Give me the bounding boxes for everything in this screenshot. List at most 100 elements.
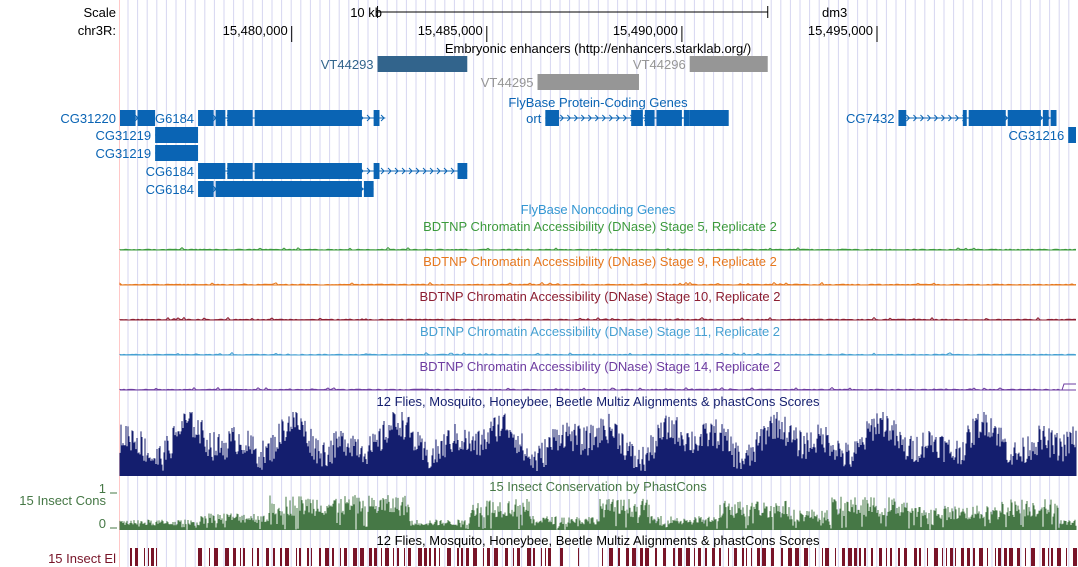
conserved-element — [340, 548, 341, 566]
gene-cg31216[interactable]: CG31216 — [1009, 127, 1076, 143]
conserved-element — [353, 548, 357, 566]
gene-exon — [198, 110, 214, 126]
conserved-element — [609, 548, 613, 566]
gene-exon — [1050, 110, 1057, 126]
conserved-element — [879, 548, 882, 566]
conserved-element — [473, 548, 477, 566]
strand-arrow — [443, 167, 448, 175]
multiz-wiggle[interactable] — [119, 412, 1077, 476]
conserved-element — [694, 548, 695, 566]
phastcons-wiggle[interactable] — [119, 495, 1077, 530]
conserved-element — [663, 548, 666, 566]
coding-gene-track[interactable]: FlyBase Protein-Coding Genes CG31220CG31… — [60, 95, 1076, 197]
gene-exon — [227, 110, 253, 126]
strand-arrow — [906, 114, 911, 122]
conserved-element — [369, 548, 372, 566]
strand-arrow — [387, 167, 392, 175]
gene-exon — [962, 110, 967, 126]
gene-exon — [631, 110, 643, 126]
gene-cg31219[interactable]: CG31219 — [95, 145, 199, 161]
conserved-elements[interactable] — [130, 548, 1077, 566]
elements-track-title: 12 Flies, Mosquito, Honeybee, Beetle Mul… — [377, 533, 820, 548]
conserved-element — [578, 548, 579, 566]
gene-models[interactable]: CG31220 CG31219 CG31219 CG6184 CG6184 CG6184 o… — [60, 110, 1076, 197]
gene-label: CG6184 — [146, 164, 194, 179]
dnase-title-stage11: BDTNP Chromatin Accessibility (DNase) St… — [420, 324, 780, 339]
conserved-element — [678, 548, 682, 566]
conserved-element — [961, 548, 964, 566]
conserved-element — [955, 548, 956, 566]
strand-arrow — [380, 114, 385, 122]
strand-arrow — [608, 114, 614, 122]
gene-cg6184[interactable]: CG6184 — [146, 163, 468, 179]
conserved-element — [156, 548, 157, 566]
enhancer-vt44293[interactable]: VT44293 — [321, 56, 468, 72]
conserved-element — [214, 548, 218, 566]
enhancer-vt44295[interactable]: VT44295 — [481, 74, 639, 90]
conserved-element — [602, 548, 603, 566]
conserved-element — [686, 548, 690, 566]
strand-arrow — [422, 167, 427, 175]
conserved-element — [815, 548, 816, 566]
gene-cg6184[interactable]: CG6184 — [146, 181, 374, 197]
strand-arrow — [573, 114, 579, 122]
conserved-element — [527, 548, 531, 566]
gene-exon — [363, 181, 374, 197]
conserved-element — [273, 548, 275, 566]
enhancer-track[interactable]: Embryonic enhancers (http://enhancers.st… — [321, 41, 768, 90]
conserved-element — [698, 548, 701, 566]
dnase-signal — [119, 383, 1076, 391]
gene-exon — [254, 163, 362, 179]
enhancer-items[interactable]: VT44293 VT44295 VT44296 — [321, 56, 768, 90]
conserved-element — [822, 548, 823, 566]
conserved-element — [942, 548, 943, 566]
enhancer-block — [689, 56, 768, 72]
conserved-element — [225, 548, 229, 566]
conserved-element — [307, 548, 309, 566]
strand-arrow — [615, 114, 621, 122]
conserved-element — [673, 548, 675, 566]
base-position-ruler[interactable]: Scale 10 kb dm3 chr3R: 15,480,000 15,485,… — [78, 5, 878, 42]
conserved-element — [494, 548, 498, 566]
gene-label: CG31216 — [1009, 128, 1065, 143]
strand-arrow — [394, 167, 399, 175]
conserved-element — [886, 548, 887, 566]
strand-arrow — [408, 167, 413, 175]
gene-label: CG6184 — [146, 182, 194, 197]
conserved-element — [1057, 548, 1061, 566]
strand-arrow — [436, 167, 441, 175]
conserved-element — [424, 548, 427, 566]
conserved-element — [998, 548, 1001, 566]
conserved-element — [734, 548, 737, 566]
conserved-element — [848, 548, 852, 566]
gene-exon — [656, 110, 682, 126]
gene-exon — [689, 110, 729, 126]
gene-exon — [644, 110, 655, 126]
conserved-element — [967, 548, 970, 566]
gene-cg6184[interactable]: CG6184 — [146, 110, 386, 126]
strand-arrow — [580, 114, 586, 122]
gene-exon — [373, 163, 380, 179]
conserved-element — [533, 548, 535, 566]
gene-cg31219[interactable]: CG31219 — [95, 127, 199, 143]
strand-arrow — [380, 167, 385, 175]
phastcons-side-label: 15 Insect Cons — [19, 493, 106, 508]
conserved-element — [871, 548, 873, 566]
gene-cg31220[interactable]: CG31220 — [60, 110, 156, 126]
ruler-tick-label: 15,495,000 — [808, 23, 873, 38]
enhancer-vt44296[interactable]: VT44296 — [633, 56, 768, 72]
conserved-element — [751, 548, 752, 566]
conserved-element — [618, 548, 620, 566]
conserved-element — [781, 548, 783, 566]
conserved-element — [130, 548, 132, 566]
conserved-element — [548, 548, 551, 566]
gene-label: ort — [526, 111, 542, 126]
gene-ort[interactable]: ort — [526, 110, 729, 126]
gene-exon — [545, 110, 559, 126]
dnase-tracks[interactable]: BDTNP Chromatin Accessibility (DNase) St… — [119, 219, 1077, 391]
gene-cg7432[interactable]: CG7432 — [846, 110, 1057, 126]
conserved-element — [979, 548, 983, 566]
conserved-element — [1042, 548, 1045, 566]
strand-arrow — [913, 114, 918, 122]
